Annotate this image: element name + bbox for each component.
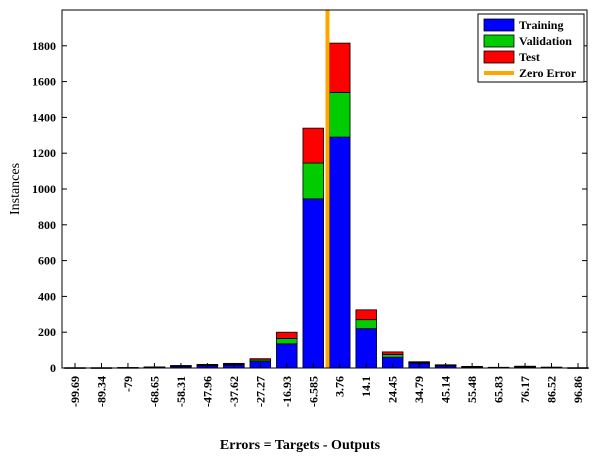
x-tick-label-18: 86.52 <box>545 376 559 403</box>
x-tick-label-13: 34.79 <box>412 376 426 403</box>
x-tick-label-3: -68.65 <box>147 376 161 407</box>
x-tick-label-10: 3.76 <box>333 376 347 397</box>
legend-swatch-test <box>483 50 515 64</box>
x-tick-label-12: 24.45 <box>386 376 400 403</box>
bar-test-8 <box>276 331 298 339</box>
y-tick-label-800: 800 <box>38 218 56 232</box>
x-tick-label-7: -27.27 <box>253 376 267 407</box>
y-tick-label-1000: 1000 <box>32 182 56 196</box>
y-tick-label-1800: 1800 <box>32 39 56 53</box>
bar-test-12 <box>381 351 404 355</box>
x-tick-label-8: -16.93 <box>280 376 294 407</box>
bar-test-9 <box>302 127 324 164</box>
bar-test-7 <box>249 358 272 361</box>
x-tick-label-17: 76.17 <box>518 376 532 403</box>
legend-label-zero-error: Zero Error <box>519 66 577 80</box>
legend-entries: Training Validation Test Zero Error <box>483 18 577 80</box>
legend-label-test: Test <box>519 50 540 64</box>
x-tick-label-2: -79 <box>121 376 135 392</box>
bar-training-11 <box>355 328 377 369</box>
legend-swatch-training <box>483 18 515 32</box>
bar-test-10 <box>329 42 351 93</box>
bar-validation-11 <box>355 319 377 330</box>
x-tick-label-5: -47.96 <box>200 376 214 407</box>
bar-validation-10 <box>329 91 351 138</box>
y-axis-title: Instances <box>8 163 23 215</box>
x-tick-label-6: -37.62 <box>227 376 241 407</box>
y-tick-label-200: 200 <box>38 325 56 339</box>
y-tick-label-1200: 1200 <box>32 146 56 160</box>
x-axis: -99.69 -89.34 -79 -68.65 -58.31 -47.96 -37.62-… <box>68 363 585 407</box>
legend-label-training: Training <box>519 18 563 32</box>
y-tick-label-600: 600 <box>38 254 56 268</box>
x-tick-label-14: 45.14 <box>439 376 453 403</box>
legend-swatch-validation <box>483 34 515 48</box>
y-axis: 0 200 400 600 800 1000 1200 1400 1600 1800 <box>32 39 587 375</box>
y-tick-label-0: 0 <box>50 361 56 375</box>
bar-test-13 <box>408 361 430 363</box>
y-tick-label-400: 400 <box>38 289 56 303</box>
x-tick-label-19: 96.86 <box>571 376 585 403</box>
x-tick-label-1: -89.34 <box>94 376 108 407</box>
x-tick-label-9: -6.585 <box>306 376 320 407</box>
x-tick-label-11: 14.1 <box>359 376 373 397</box>
x-tick-label-4: -58.31 <box>174 376 188 407</box>
x-tick-label-0: -99.69 <box>68 376 82 407</box>
bar-test-11 <box>355 309 377 321</box>
x-tick-label-15: 55.48 <box>465 376 479 403</box>
bar-validation-9 <box>302 162 324 200</box>
x-tick-label-16: 65.83 <box>492 376 506 403</box>
legend-label-validation: Validation <box>519 34 572 48</box>
bar-training-9 <box>302 198 324 369</box>
bar-validation-8 <box>276 338 298 345</box>
y-tick-label-1600: 1600 <box>32 75 56 89</box>
bar-training-10 <box>329 136 351 369</box>
legend: Training Validation Test Zero Error <box>477 13 585 83</box>
y-tick-label-1400: 1400 <box>32 110 56 124</box>
x-axis-title: Errors = Targets - Outputs <box>220 438 381 453</box>
